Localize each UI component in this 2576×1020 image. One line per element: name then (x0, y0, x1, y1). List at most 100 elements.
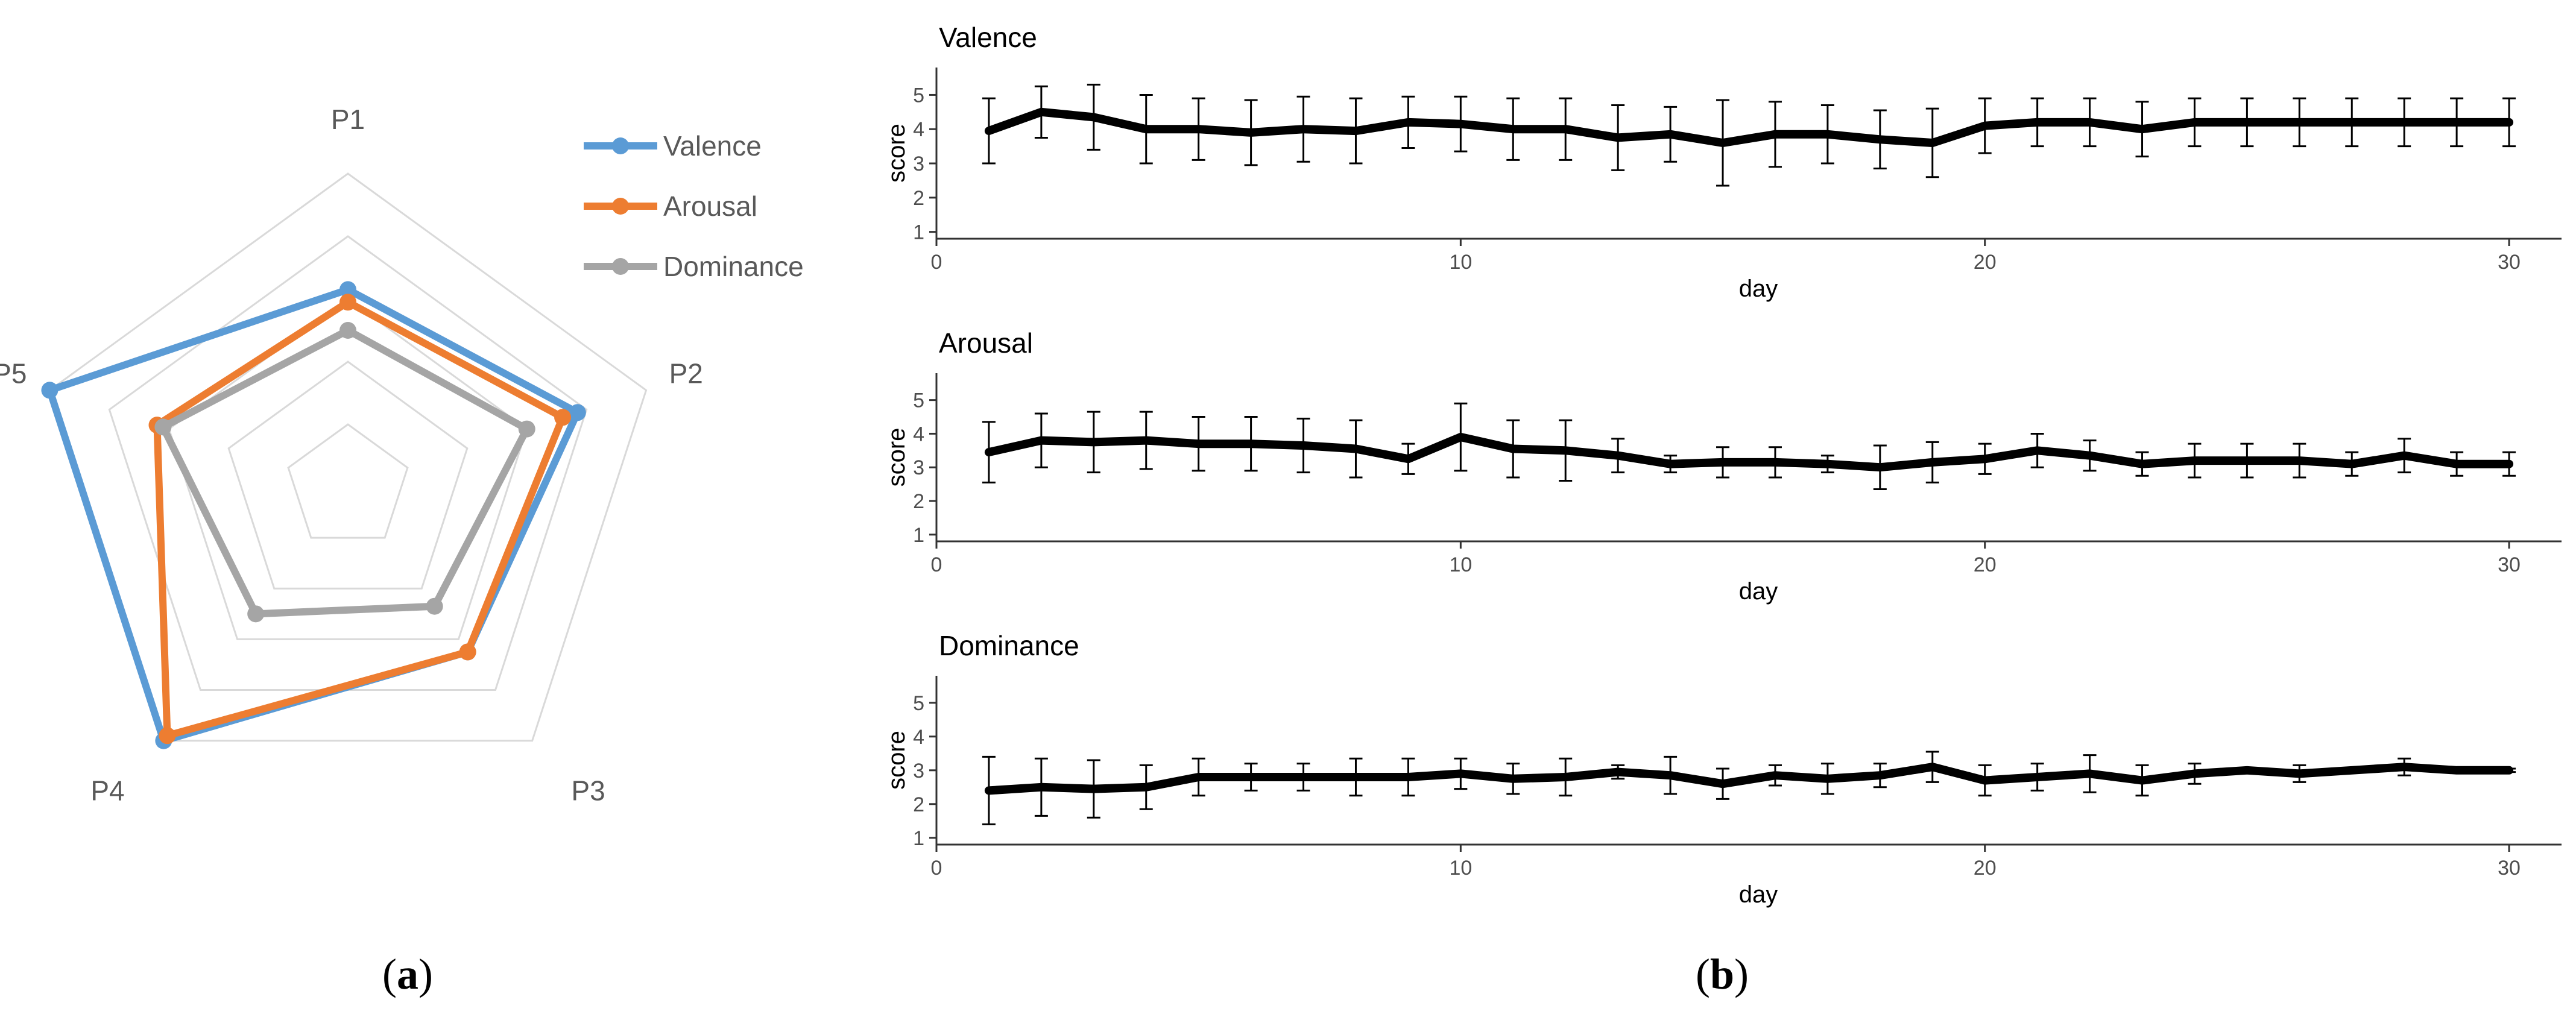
y-tick-label-valence-1: 1 (913, 221, 924, 244)
radar-point-arousal-p4 (159, 727, 176, 745)
data-point-valence-day-9 (1405, 119, 1412, 125)
data-point-dominance-day-29 (2454, 767, 2460, 773)
data-point-dominance-day-17 (1824, 775, 1831, 782)
chart-title-arousal: Arousal (939, 327, 1033, 359)
data-point-valence-day-23 (2139, 126, 2145, 133)
y-tick-label-dominance-5: 5 (913, 692, 924, 715)
radar-legend: Valence Arousal Dominance (584, 130, 804, 282)
data-point-dominance-day-16 (1772, 772, 1778, 779)
x-tick-label-valence-10: 10 (1449, 251, 1472, 274)
x-axis-title-dominance: day (1739, 881, 1778, 908)
chart-title-valence: Valence (939, 22, 1037, 53)
data-point-dominance-day-3 (1090, 785, 1097, 792)
y-tick-label-dominance-3: 3 (913, 760, 924, 782)
data-point-dominance-day-27 (2349, 767, 2355, 773)
data-point-valence-day-24 (2191, 119, 2198, 125)
data-point-valence-day-8 (1353, 128, 1359, 134)
data-point-dominance-day-5 (1195, 774, 1202, 780)
radar-point-valence-p2 (569, 404, 586, 421)
data-point-arousal-day-19 (1929, 459, 1936, 465)
radar-point-dominance-p5 (154, 418, 172, 436)
data-point-arousal-day-27 (2349, 461, 2355, 467)
data-point-dominance-day-14 (1667, 772, 1674, 779)
radar-axis-label-p1: P1 (331, 104, 365, 135)
x-tick-label-arousal-20: 20 (1974, 553, 1997, 576)
data-point-arousal-day-10 (1457, 434, 1464, 441)
data-point-arousal-day-23 (2139, 461, 2145, 467)
data-point-dominance-day-11 (1510, 775, 1517, 782)
data-point-arousal-day-14 (1667, 461, 1674, 467)
series-line-arousal (984, 433, 2514, 472)
data-point-valence-day-22 (2086, 119, 2093, 125)
data-point-arousal-day-29 (2454, 461, 2460, 467)
series-arousal (982, 402, 2516, 491)
legend-item-valence: Valence (584, 130, 762, 162)
data-point-dominance-day-25 (2244, 767, 2250, 773)
data-point-dominance-day-21 (2034, 774, 2041, 780)
data-point-valence-day-21 (2034, 119, 2041, 125)
data-point-arousal-day-17 (1824, 461, 1831, 467)
line-chart-valence: Valence 1 2 3 4 5 0 10 20 30 day score (883, 22, 2562, 302)
data-point-arousal-day-1 (985, 449, 992, 456)
x-axis-title-arousal: day (1739, 578, 1778, 605)
data-point-valence-day-19 (1929, 139, 1936, 146)
data-point-valence-day-28 (2401, 119, 2408, 125)
radar-axis-label-p3: P3 (571, 775, 605, 807)
radar-axis-label-p5: P5 (0, 357, 27, 389)
x-axis-title-valence: day (1739, 275, 1778, 302)
data-point-dominance-day-24 (2191, 770, 2198, 777)
x-tick-label-arousal-30: 30 (2498, 553, 2521, 576)
data-point-dominance-day-7 (1300, 774, 1307, 780)
data-point-dominance-day-4 (1143, 784, 1149, 790)
x-tick-label-dominance-30: 30 (2498, 857, 2521, 880)
legend-label-valence: Valence (663, 130, 762, 162)
series-valence (982, 83, 2516, 187)
data-point-dominance-day-22 (2086, 770, 2093, 777)
y-tick-label-dominance-1: 1 (913, 827, 924, 850)
legend-item-dominance: Dominance (584, 251, 804, 282)
x-tick-label-dominance-10: 10 (1449, 857, 1472, 880)
y-tick-label-arousal-1: 1 (913, 524, 924, 547)
legend-marker-valence (612, 137, 629, 154)
radar-point-dominance-p2 (518, 420, 535, 438)
data-point-valence-day-7 (1300, 126, 1307, 133)
radar-point-arousal-p3 (459, 643, 476, 661)
data-point-arousal-day-30 (2506, 461, 2513, 467)
line-chart-arousal: Arousal 1 2 3 4 5 0 10 20 30 day score (883, 327, 2562, 605)
y-axis-title-arousal: score (883, 428, 910, 487)
data-point-dominance-day-15 (1720, 781, 1726, 787)
y-tick-label-arousal-5: 5 (913, 389, 924, 412)
data-point-valence-day-26 (2296, 119, 2303, 125)
radar-ring-1 (287, 423, 409, 539)
data-point-arousal-day-12 (1562, 447, 1569, 454)
series-line-dominance (984, 763, 2514, 795)
legend-marker-dominance (612, 258, 629, 275)
legend-marker-arousal (612, 198, 629, 215)
data-point-valence-day-18 (1877, 136, 1883, 143)
data-point-valence-day-1 (985, 128, 992, 134)
data-point-valence-day-17 (1824, 131, 1831, 137)
radar-point-dominance-p3 (426, 597, 443, 615)
data-point-valence-day-14 (1667, 131, 1674, 137)
panel-label-b: (b) (1696, 950, 1749, 998)
data-point-valence-day-27 (2349, 119, 2355, 125)
data-point-valence-day-11 (1510, 126, 1517, 133)
y-tick-label-arousal-3: 3 (913, 456, 924, 479)
radar-point-arousal-p1 (339, 294, 356, 311)
panel-label-a: (a) (382, 950, 433, 998)
data-point-valence-day-2 (1038, 109, 1044, 115)
data-point-arousal-day-7 (1300, 442, 1307, 449)
data-point-dominance-day-13 (1615, 769, 1621, 775)
data-point-valence-day-25 (2244, 119, 2250, 125)
line-chart-dominance: Dominance 1 2 3 4 5 0 10 20 30 day score (883, 630, 2562, 908)
y-tick-label-valence-3: 3 (913, 153, 924, 175)
y-tick-label-valence-4: 4 (913, 118, 924, 141)
x-tick-label-dominance-0: 0 (931, 857, 942, 880)
radar-point-dominance-p1 (339, 322, 356, 339)
data-point-arousal-day-26 (2296, 458, 2303, 464)
radar-axis-label-p2: P2 (669, 357, 703, 389)
data-point-arousal-day-4 (1143, 437, 1149, 444)
data-point-valence-day-3 (1090, 114, 1097, 121)
data-point-arousal-day-18 (1877, 464, 1883, 471)
